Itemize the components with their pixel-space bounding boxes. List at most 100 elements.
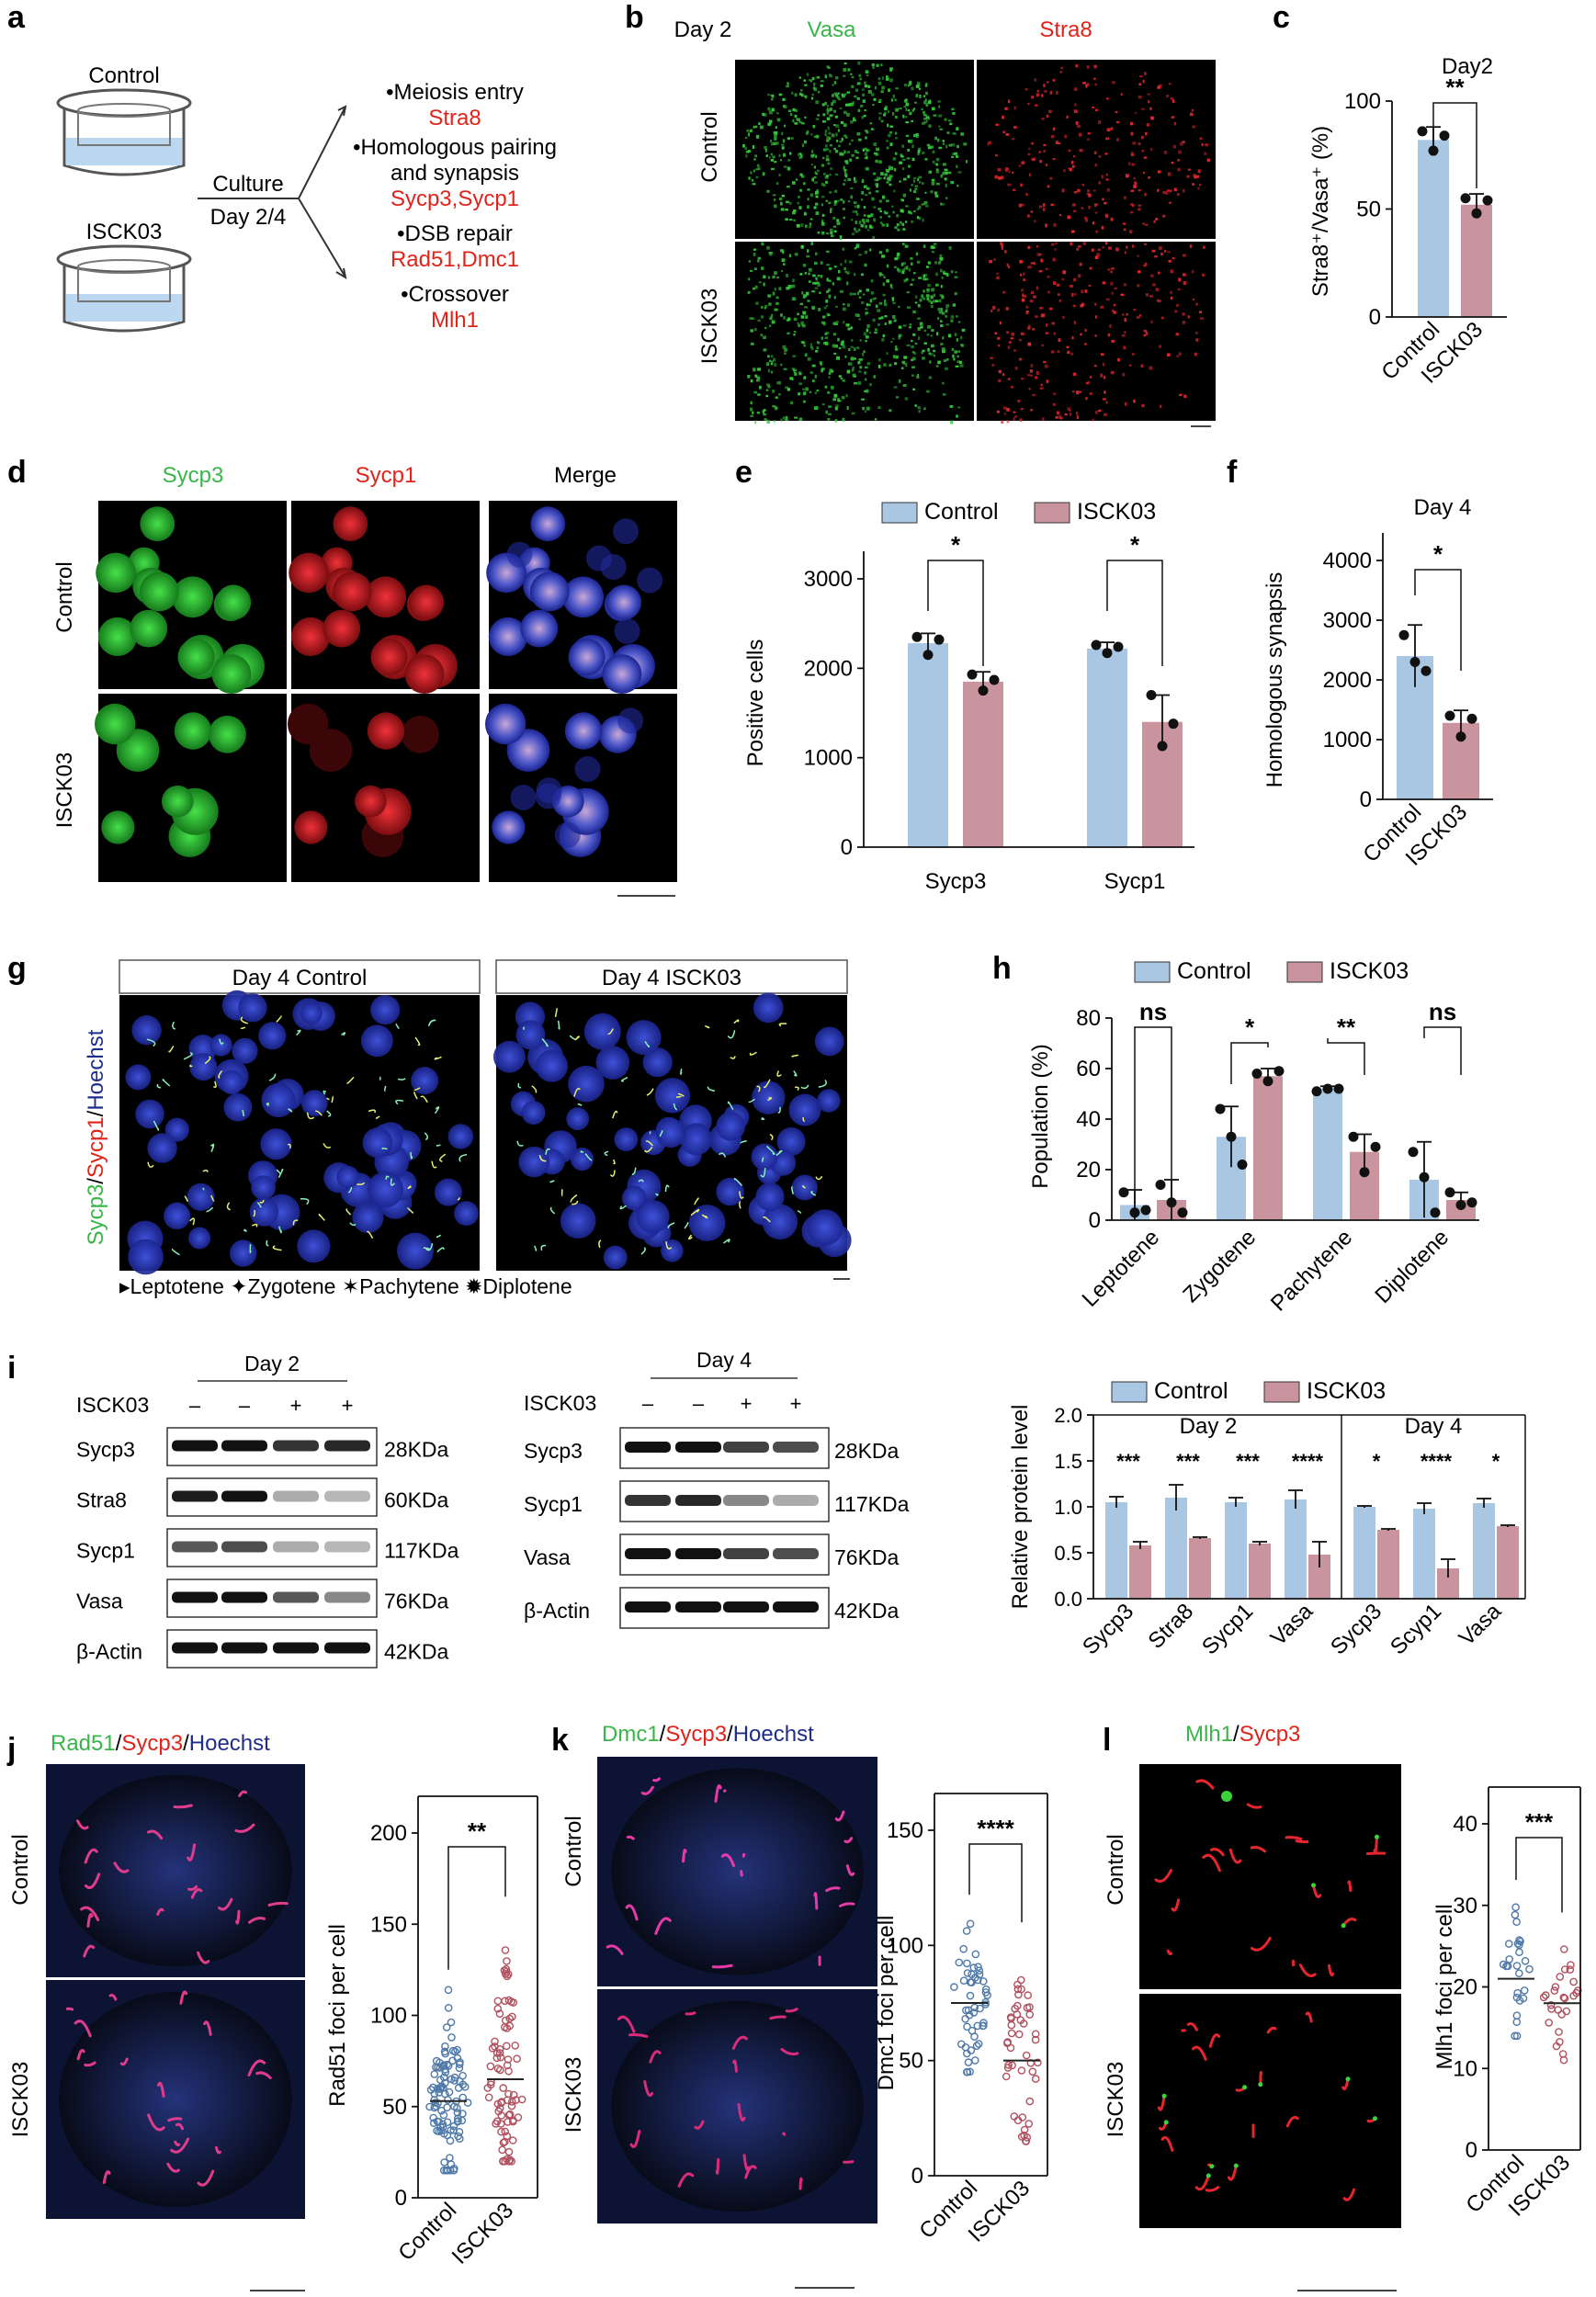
panel-b-images: Day 2 Vasa Stra8 Control ISCK03 bbox=[674, 17, 1216, 427]
y-tick-label: 0 bbox=[395, 2186, 407, 2211]
data-point bbox=[444, 2003, 453, 2012]
chromosome-spread-image bbox=[597, 1757, 877, 1986]
panel-jkl-images: Rad51/Sycp3/Hoechst Control ISCK03 Dmc1/… bbox=[8, 1722, 1401, 2291]
band bbox=[273, 1541, 319, 1553]
data-point bbox=[966, 1919, 975, 1929]
y-tick-label: 20 bbox=[1076, 1158, 1101, 1182]
y-tick-label: 100 bbox=[370, 2004, 407, 2029]
stain-label-k: Dmc1/Sycp3/Hoechst bbox=[602, 1722, 814, 1747]
data-point bbox=[1515, 1948, 1523, 1956]
data-point bbox=[437, 2106, 446, 2115]
data-point bbox=[445, 2088, 454, 2097]
data-point bbox=[1466, 713, 1477, 724]
data-point bbox=[963, 2049, 971, 2058]
data-point bbox=[1237, 1160, 1248, 1170]
data-point bbox=[1166, 1197, 1177, 1208]
data-point bbox=[1168, 719, 1179, 730]
tissue-image bbox=[735, 242, 974, 424]
y-tick-label: 100 bbox=[887, 1933, 923, 1958]
data-point bbox=[1019, 2020, 1028, 2028]
blot-day2-treatment: ISCK03 bbox=[76, 1393, 149, 1417]
lane-sign: – bbox=[239, 1394, 251, 1417]
data-point bbox=[971, 1950, 980, 1959]
y-tick-label: 3000 bbox=[804, 567, 853, 592]
data-point bbox=[503, 1957, 511, 1965]
bar bbox=[1377, 1530, 1399, 1599]
significance-bracket bbox=[1515, 1837, 1563, 1913]
x-tick-label: Sycp1 bbox=[1104, 869, 1166, 894]
band bbox=[675, 1601, 721, 1612]
size-label: 28KDa bbox=[834, 1439, 900, 1463]
data-point bbox=[1025, 2003, 1034, 2011]
data-point bbox=[963, 1959, 971, 1968]
data-point bbox=[973, 2021, 982, 2031]
data-point bbox=[1515, 1969, 1523, 1977]
culture-dish-isck03-icon bbox=[56, 244, 192, 333]
data-point bbox=[486, 2062, 495, 2071]
data-point bbox=[1569, 1991, 1578, 2000]
bar bbox=[908, 643, 948, 847]
data-point bbox=[1215, 1103, 1226, 1115]
band bbox=[221, 1440, 267, 1452]
data-point bbox=[455, 2064, 464, 2073]
y-tick-label: 30 bbox=[1453, 1894, 1477, 1918]
culture-label: Culture bbox=[212, 172, 283, 197]
data-point bbox=[1017, 2066, 1026, 2075]
significance-label: *** bbox=[1176, 1450, 1200, 1473]
data-point bbox=[981, 1988, 990, 1997]
blot-row: β-Actin 42KDa bbox=[524, 1587, 900, 1629]
data-point bbox=[972, 2042, 981, 2050]
data-point bbox=[1028, 2067, 1037, 2076]
arrows bbox=[298, 105, 347, 280]
data-point bbox=[1539, 1993, 1548, 2002]
data-point bbox=[501, 2016, 510, 2025]
data-point bbox=[968, 2026, 977, 2035]
title-day4-isck03: Day 4 ISCK03 bbox=[602, 966, 741, 990]
data-point bbox=[1102, 648, 1113, 659]
data-point bbox=[1505, 1940, 1513, 1948]
band bbox=[723, 1442, 769, 1453]
significance-label: *** bbox=[1236, 1450, 1260, 1473]
significance-label: * bbox=[1130, 531, 1140, 559]
cell-image bbox=[95, 694, 287, 882]
significance-bracket bbox=[968, 1843, 1023, 1923]
data-point bbox=[439, 2110, 448, 2120]
panel-letter-i: i bbox=[7, 1351, 16, 1386]
data-point bbox=[1439, 130, 1450, 141]
bar bbox=[1165, 1498, 1187, 1599]
row-label-control: Control bbox=[697, 111, 722, 182]
significance-label: ** bbox=[1337, 1013, 1356, 1041]
data-point bbox=[1010, 2112, 1019, 2121]
band bbox=[773, 1495, 819, 1506]
data-point bbox=[1008, 2061, 1016, 2070]
data-point bbox=[1511, 2031, 1519, 2041]
data-point bbox=[493, 2004, 503, 2013]
data-point bbox=[1155, 1180, 1166, 1190]
protein-label: β-Actin bbox=[524, 1599, 590, 1623]
blot-day4-rows: Sycp3 28KDa Sycp1 117KDa Vasa 76KDa β-Actin 42K… bbox=[524, 1427, 910, 1629]
protein-label: β-Actin bbox=[76, 1640, 142, 1664]
data-point bbox=[504, 2066, 513, 2076]
gene-stra8: Stra8 bbox=[428, 106, 481, 130]
significance-label: **** bbox=[1421, 1450, 1453, 1473]
data-point bbox=[492, 2117, 502, 2126]
band bbox=[221, 1541, 267, 1553]
bar bbox=[1225, 1502, 1247, 1599]
data-point bbox=[1157, 741, 1168, 752]
data-point bbox=[441, 2068, 450, 2076]
data-point bbox=[504, 2147, 514, 2156]
significance-label: ** bbox=[1445, 74, 1465, 101]
data-point bbox=[1031, 2075, 1040, 2083]
gene-sycp: Sycp3,Sycp1 bbox=[391, 187, 519, 211]
bar bbox=[1253, 1076, 1283, 1220]
data-point bbox=[491, 2042, 499, 2051]
data-point bbox=[1006, 2013, 1015, 2021]
data-point bbox=[1554, 2006, 1562, 2014]
data-point bbox=[1455, 731, 1466, 742]
lane-sign: + bbox=[790, 1392, 802, 1415]
row-label-isck03: ISCK03 bbox=[52, 752, 77, 829]
data-point bbox=[447, 2033, 456, 2042]
